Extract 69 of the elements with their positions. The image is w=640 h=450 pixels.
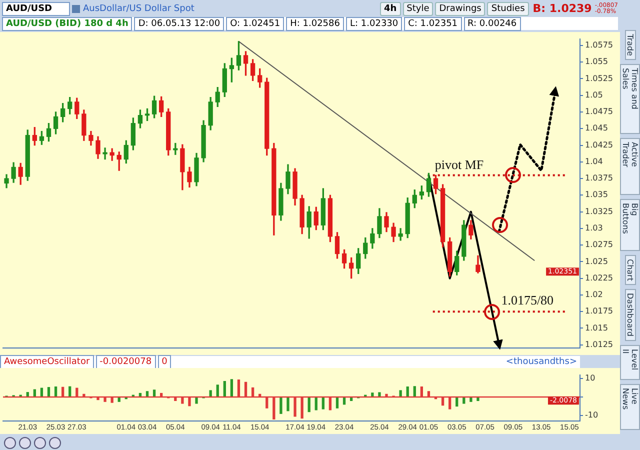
bar (209, 390, 212, 397)
y-tick-label: 1.0325 (585, 206, 613, 216)
text: Times and Sales (620, 64, 640, 134)
y-tick-label: 1.055 (585, 57, 608, 66)
bar (308, 397, 310, 412)
text: Big Buttons (620, 199, 640, 252)
text: C: 1.02351 (404, 16, 462, 30)
y-tick-label: 1.0375 (585, 174, 613, 183)
text: <thousandths> (506, 357, 577, 367)
bar (456, 397, 458, 407)
text: Chart (624, 255, 636, 286)
text: Drawings (435, 2, 486, 16)
text: Active Trader (620, 138, 640, 196)
text: Dashboard (624, 289, 636, 341)
y-tick-label: 1.0425 (585, 140, 613, 150)
chart-title: AusDollar/US Dollar Spot (83, 4, 194, 14)
text: -0.0020078 (96, 355, 156, 369)
y-tick-label: 1.04 (585, 156, 603, 166)
y-tick-label: 1.0575 (585, 40, 613, 50)
y-tick-label: 1.0175 (585, 306, 613, 316)
bar (399, 390, 402, 397)
bar (280, 397, 282, 414)
text: H: 1.02586 (286, 16, 344, 30)
text: Level II (620, 344, 640, 380)
bar (230, 379, 234, 397)
y-tick-label: 1.0525 (585, 74, 613, 83)
text: D: 06.05.13 12:00 (134, 16, 224, 30)
y-tick-label: -10 (585, 410, 598, 420)
y-tick-label: 1.02 (585, 290, 603, 300)
y-tick-label: 1.0225 (585, 273, 613, 282)
bar (223, 380, 226, 397)
bar (216, 384, 219, 397)
ref-line-label: pivot MF (434, 157, 484, 172)
bar (47, 387, 50, 397)
bar (146, 391, 149, 397)
text: O: 1.02451 (226, 16, 284, 30)
y-tick-label: 1.0125 (585, 340, 613, 349)
text: R: 0.00246 (464, 16, 521, 30)
y-tick-label: 1.025 (585, 256, 608, 266)
text: 0 (158, 355, 172, 369)
bar (322, 397, 324, 410)
bar (314, 397, 318, 410)
bar (286, 397, 290, 412)
bar (406, 386, 409, 397)
y-tick-label: 1.03 (585, 224, 603, 233)
y-tick-label: 1.035 (585, 190, 608, 200)
y-tick-label: 10 (585, 374, 596, 383)
text: L: 1.02330 (346, 16, 402, 30)
text: Trade (624, 30, 636, 60)
y-tick-label: 1.015 (585, 323, 608, 332)
bar (413, 386, 416, 397)
y-tick-label: 1.0475 (585, 107, 613, 116)
y-tick-label: 1.05 (585, 90, 603, 100)
bar (462, 397, 466, 404)
bar (195, 397, 198, 404)
text: 4h (380, 2, 401, 16)
text: Live News (620, 384, 640, 430)
bar (336, 397, 339, 408)
text: AUD/USD (2, 2, 70, 16)
text: B: 1.0239 (532, 2, 592, 15)
chart-title: AwesomeOscillator (0, 355, 94, 369)
text: Studies (487, 2, 529, 16)
ref-line-label: 1.0175/80 (501, 292, 554, 308)
bar (152, 390, 156, 397)
bar (54, 386, 58, 397)
text: Style (402, 2, 434, 16)
y-tick-label: 1.045 (585, 124, 608, 133)
chart-subtitle: AUD/USD (BID) 180 d 4h (2, 16, 132, 30)
y-tick-label: 1.0275 (585, 240, 613, 250)
